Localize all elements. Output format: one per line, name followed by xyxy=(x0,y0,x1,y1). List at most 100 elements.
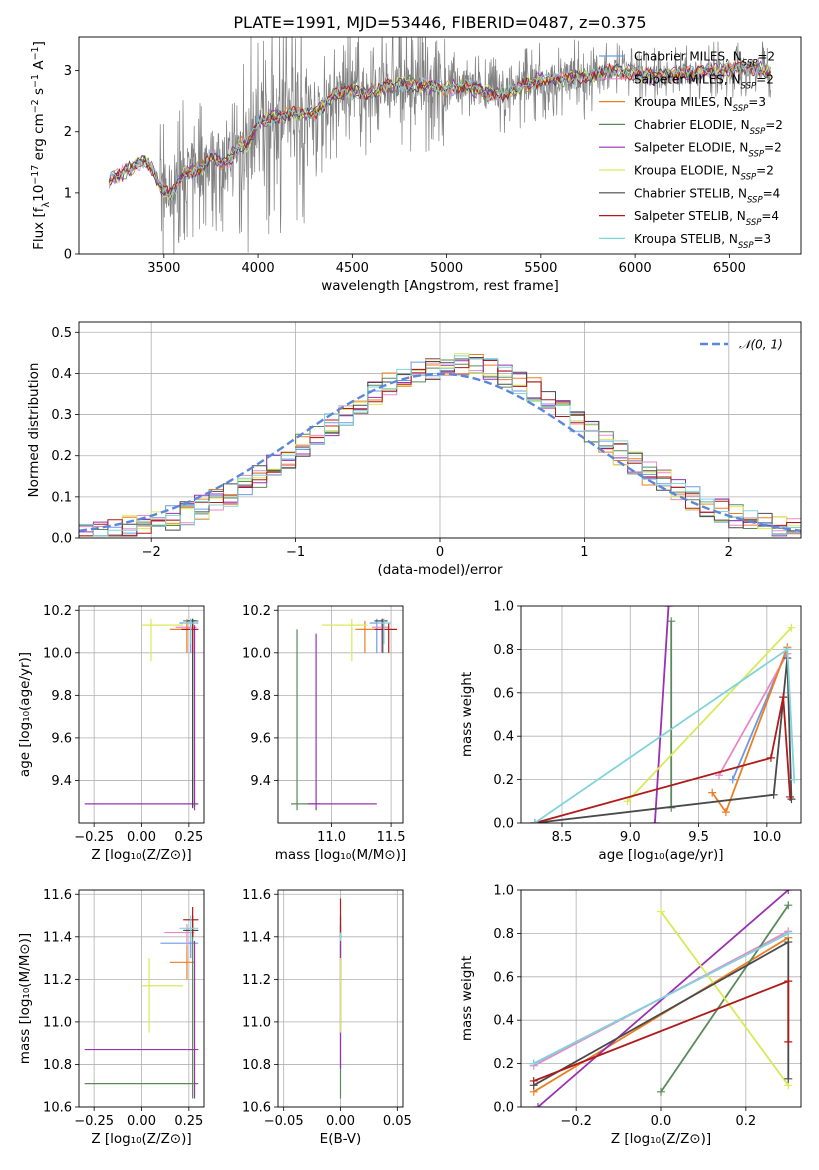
y-label-part: A xyxy=(31,60,47,74)
mass_vs_Z-frame xyxy=(78,889,205,1108)
error-bar-point-kroupa_elodie xyxy=(141,958,184,1033)
y-tick-label: 0 xyxy=(64,248,72,263)
legend-label-salpeter_miles: Salpeter MILES, NSSP=2 xyxy=(634,72,774,91)
legend-label-normal: 𝒩(0, 1) xyxy=(739,338,783,352)
x-tick-label: 0.2 xyxy=(736,1114,757,1129)
weight-marker xyxy=(657,1087,665,1096)
age_vs_Z-y-axis-label: age [log₁₀(age/yr)] xyxy=(17,652,33,777)
x-tick-label: 5000 xyxy=(430,261,463,276)
weight-marker xyxy=(784,977,793,986)
x-tick-label: 9.5 xyxy=(688,830,709,845)
weight-marker xyxy=(784,938,793,947)
y-tick-label: 9.8 xyxy=(250,689,271,704)
x-tick-label: −1 xyxy=(286,545,305,560)
weight-line xyxy=(626,627,793,802)
weight_vs_age-x-axis-label: age [log₁₀(age/yr)] xyxy=(598,847,723,863)
y-tick-label: 0.8 xyxy=(493,927,514,942)
weight_vs_age-frame xyxy=(520,605,802,824)
y-tick-label: 1.0 xyxy=(493,600,514,615)
weight-marker xyxy=(529,1059,538,1068)
weight-series-kroupa_elodie xyxy=(623,623,796,806)
weight-marker xyxy=(779,693,788,702)
weight-marker xyxy=(728,775,737,784)
y-tick-label: 11.4 xyxy=(43,930,72,945)
weight-marker xyxy=(769,790,778,799)
weight-marker xyxy=(623,797,632,806)
x-tick-label: 6500 xyxy=(713,261,746,276)
weight-marker xyxy=(784,929,793,938)
error-bar-point-chabrier_stelib xyxy=(374,618,388,653)
y-tick-label: 0.4 xyxy=(51,367,72,382)
age_vs_Z-frame xyxy=(78,605,205,824)
age_vs_mass-panel: 11.0 11.5 9.4 9.6 9.8 10.0 10.2 mass [log₁₀(M/M… xyxy=(242,604,406,863)
x-tick-label: 3500 xyxy=(147,261,180,276)
spectrum-panel: 3500 4000 4500 5000 5500 6000 6500 0 1 2 3 waveleng… xyxy=(30,13,802,294)
spectrum-frame xyxy=(78,36,802,255)
weight_vs_Z-panel: −0.2 0.0 0.2 0.0 0.2 0.4 0.6 0.8 1.0 Z [log₁₀(Z/Z… xyxy=(459,884,802,1147)
y-tick-label: 11.2 xyxy=(242,973,271,988)
weight-marker xyxy=(533,1103,542,1107)
residuals-frame xyxy=(78,321,802,539)
x-tick-label: 4500 xyxy=(336,261,369,276)
x-tick-label: −0.2 xyxy=(560,1114,592,1129)
age_vs_mass-plot-area xyxy=(278,606,403,823)
x-tick-label: 8.5 xyxy=(552,830,573,845)
y-tick-label: 10.8 xyxy=(43,1058,72,1073)
error-bar-point-chabrier_elodie xyxy=(291,629,320,811)
age_vs_Z-plot-area xyxy=(79,606,204,823)
y-tick-label: 0.8 xyxy=(493,643,514,658)
weight-line xyxy=(660,911,790,1086)
age_vs_mass-x-axis-label: mass [log₁₀(M/M⊙)] xyxy=(275,847,406,863)
y-label-part: −1 xyxy=(30,46,41,60)
x-tick-label: 0.0 xyxy=(651,1114,672,1129)
x-tick-label: 9.0 xyxy=(620,830,641,845)
weight-series-salpeter_elodie xyxy=(533,890,793,1107)
weight-line xyxy=(534,658,793,823)
legend-label-kroupa_elodie: Kroupa ELODIE, NSSP=2 xyxy=(634,164,774,183)
x-tick-label: 2 xyxy=(725,545,733,560)
weight_vs_Z-frame xyxy=(520,889,802,1108)
residuals-panel: −2 −1 0 1 2 0.0 0.1 0.2 0.3 0.4 0.5 (data-model)/er… xyxy=(26,321,802,578)
x-tick-label: 10.0 xyxy=(752,830,781,845)
weight_vs_Z-y-axis-label: mass weight xyxy=(459,956,475,1041)
error-bar-point-salpeter_miles xyxy=(164,924,195,946)
x-tick-label: 4000 xyxy=(242,261,275,276)
x-tick-label: −2 xyxy=(142,545,161,560)
y-tick-label: 0.2 xyxy=(51,449,72,464)
y-label-part: −17 xyxy=(30,165,41,185)
weight-marker xyxy=(783,645,792,654)
age_vs_Z-panel: −0.25 0.00 0.25 9.4 9.6 9.8 10.0 10.2 Z [log₁₀(Z… xyxy=(17,604,205,863)
y-tick-label: 1 xyxy=(64,186,72,201)
y-tick-label: 0.2 xyxy=(493,1057,514,1072)
error-bar-point-salpeter_stelib xyxy=(181,623,199,653)
weight-marker xyxy=(787,623,796,632)
weight-line xyxy=(718,653,789,776)
y-tick-label: 9.6 xyxy=(250,731,271,746)
weight-line xyxy=(537,890,789,1107)
y-tick-label: 10.0 xyxy=(43,646,72,661)
y-tick-label: 11.0 xyxy=(242,1015,271,1030)
weight-marker xyxy=(529,1076,538,1085)
weight-series-kroupa_stelib xyxy=(529,929,793,1068)
mass_vs_ebv-plot-area xyxy=(278,890,403,1107)
error-bar-point-kroupa_stelib xyxy=(179,915,199,942)
y-tick-label: 11.4 xyxy=(242,930,271,945)
error-bar-point-kroupa_elodie xyxy=(141,618,184,662)
error-bar-point-salpeter_miles xyxy=(175,618,197,653)
weight_vs_age-plot-area xyxy=(521,606,801,823)
error-bar-point-chabrier_miles xyxy=(369,618,382,653)
error-bar-point-kroupa_miles xyxy=(169,945,195,980)
y-tick-label: 10.2 xyxy=(242,604,271,619)
y-tick-label: 11.2 xyxy=(43,973,72,988)
y-label-part: λ xyxy=(41,202,52,208)
error-bar-point-kroupa_stelib xyxy=(376,618,392,645)
weight-marker xyxy=(784,1037,793,1046)
weight-series-salpeter_elodie xyxy=(650,606,673,823)
spectrum-x-axis-label: wavelength [Angstrom, rest frame] xyxy=(321,278,559,294)
weight_vs_age-y-axis-label: mass weight xyxy=(459,672,475,757)
mass_vs_ebv-panel: −0.05 0.00 0.05 10.6 10.8 11.0 11.2 11.4 11.6 E(B… xyxy=(242,888,412,1147)
weight-marker xyxy=(664,606,673,610)
error-bar-point-kroupa_miles xyxy=(355,620,375,653)
x-tick-label: 5500 xyxy=(524,261,557,276)
